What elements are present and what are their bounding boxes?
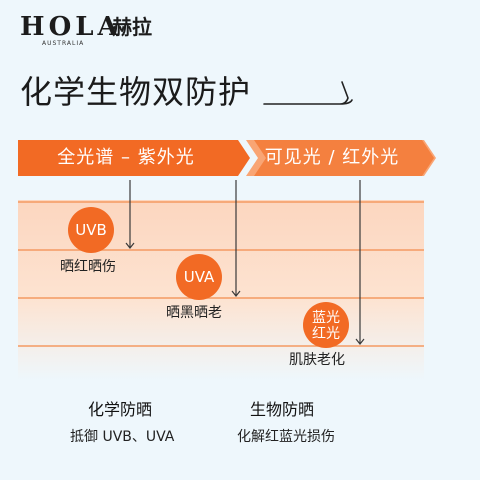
- chemical-protection-subtitle: 抵御 UVB、UVA: [70, 429, 175, 445]
- uva-effect-label: 晒黑晒老: [166, 305, 222, 321]
- uva-badge: UVA: [176, 254, 222, 300]
- brand-logo-chinese: 赫拉: [112, 15, 152, 39]
- banner-label-uv: 全光谱 – 紫外光: [57, 147, 195, 168]
- brand-subtitle: AUSTRALIA: [42, 40, 85, 47]
- light-effect-label: 肌肤老化: [289, 352, 345, 368]
- spectrum-banner: [18, 140, 436, 176]
- page-title: 化学生物双防护: [20, 73, 252, 111]
- banner-label-visible-ir: 可见光 / 红外光: [264, 147, 400, 168]
- chemical-protection-title: 化学防晒: [88, 400, 153, 419]
- biological-protection-subtitle: 化解红蓝光损伤: [237, 429, 335, 445]
- biological-protection-title: 生物防晒: [250, 400, 315, 419]
- blue-red-light-badge: 蓝光 红光: [303, 302, 349, 348]
- uvb-badge: UVB: [68, 207, 114, 253]
- brand-logo-latin: HOLA: [20, 12, 122, 42]
- uvb-effect-label: 晒红晒伤: [60, 259, 116, 275]
- decorative-swoosh-icon: [263, 81, 353, 105]
